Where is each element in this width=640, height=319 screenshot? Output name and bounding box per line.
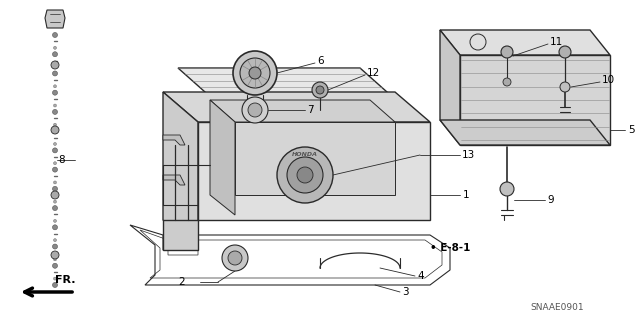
Polygon shape [163,175,185,185]
Circle shape [316,86,324,94]
Circle shape [503,78,511,86]
Circle shape [54,123,56,126]
Circle shape [52,148,58,153]
Circle shape [52,244,58,249]
Text: 2: 2 [179,277,185,287]
Polygon shape [235,122,395,195]
Circle shape [52,205,58,211]
Text: HONDA: HONDA [292,152,318,158]
Circle shape [54,219,56,222]
Polygon shape [163,92,198,250]
Polygon shape [163,135,185,145]
Circle shape [52,283,58,287]
Polygon shape [163,220,198,250]
Text: 13: 13 [462,150,476,160]
Text: • E-8-1: • E-8-1 [430,243,470,253]
Circle shape [52,225,58,230]
Text: 1: 1 [463,190,470,200]
Text: 3: 3 [402,287,408,297]
Circle shape [54,200,56,203]
Circle shape [54,104,56,107]
Circle shape [54,46,56,49]
Circle shape [52,71,58,76]
Circle shape [312,82,328,98]
Circle shape [54,162,56,165]
Circle shape [52,90,58,95]
Circle shape [560,82,570,92]
Polygon shape [440,120,610,145]
Circle shape [52,33,58,38]
Circle shape [54,239,56,241]
Circle shape [287,157,323,193]
Polygon shape [198,122,430,220]
Polygon shape [210,100,395,122]
Polygon shape [163,92,430,122]
Polygon shape [45,10,65,28]
Circle shape [242,97,268,123]
Circle shape [233,51,277,95]
Text: 11: 11 [550,37,563,47]
Circle shape [54,277,56,280]
Circle shape [297,167,313,183]
Circle shape [228,251,242,265]
Text: FR.: FR. [55,275,76,285]
Text: 8: 8 [58,155,65,165]
Circle shape [248,103,262,117]
Circle shape [52,186,58,191]
Circle shape [54,143,56,145]
Polygon shape [440,30,460,145]
Circle shape [500,182,514,196]
Circle shape [52,52,58,57]
Text: 12: 12 [367,68,380,78]
Polygon shape [460,55,610,145]
Polygon shape [440,30,610,55]
Text: 7: 7 [307,105,314,115]
Circle shape [54,85,56,88]
Circle shape [51,61,59,69]
Text: 5: 5 [628,125,635,135]
Circle shape [54,258,56,261]
Circle shape [501,46,513,58]
Text: 9: 9 [547,195,554,205]
Circle shape [52,263,58,268]
Circle shape [51,126,59,134]
Text: 4: 4 [417,271,424,281]
Circle shape [559,46,571,58]
Circle shape [249,67,261,79]
Text: 6: 6 [317,56,324,66]
Circle shape [54,65,56,69]
Circle shape [240,58,270,88]
Circle shape [52,129,58,134]
Circle shape [277,147,333,203]
Circle shape [52,109,58,115]
Text: 10: 10 [602,75,615,85]
Polygon shape [210,100,235,215]
Circle shape [51,191,59,199]
Polygon shape [178,68,396,100]
Circle shape [222,245,248,271]
Circle shape [51,251,59,259]
Circle shape [54,181,56,184]
Text: SNAAE0901: SNAAE0901 [530,303,584,313]
Circle shape [52,167,58,172]
